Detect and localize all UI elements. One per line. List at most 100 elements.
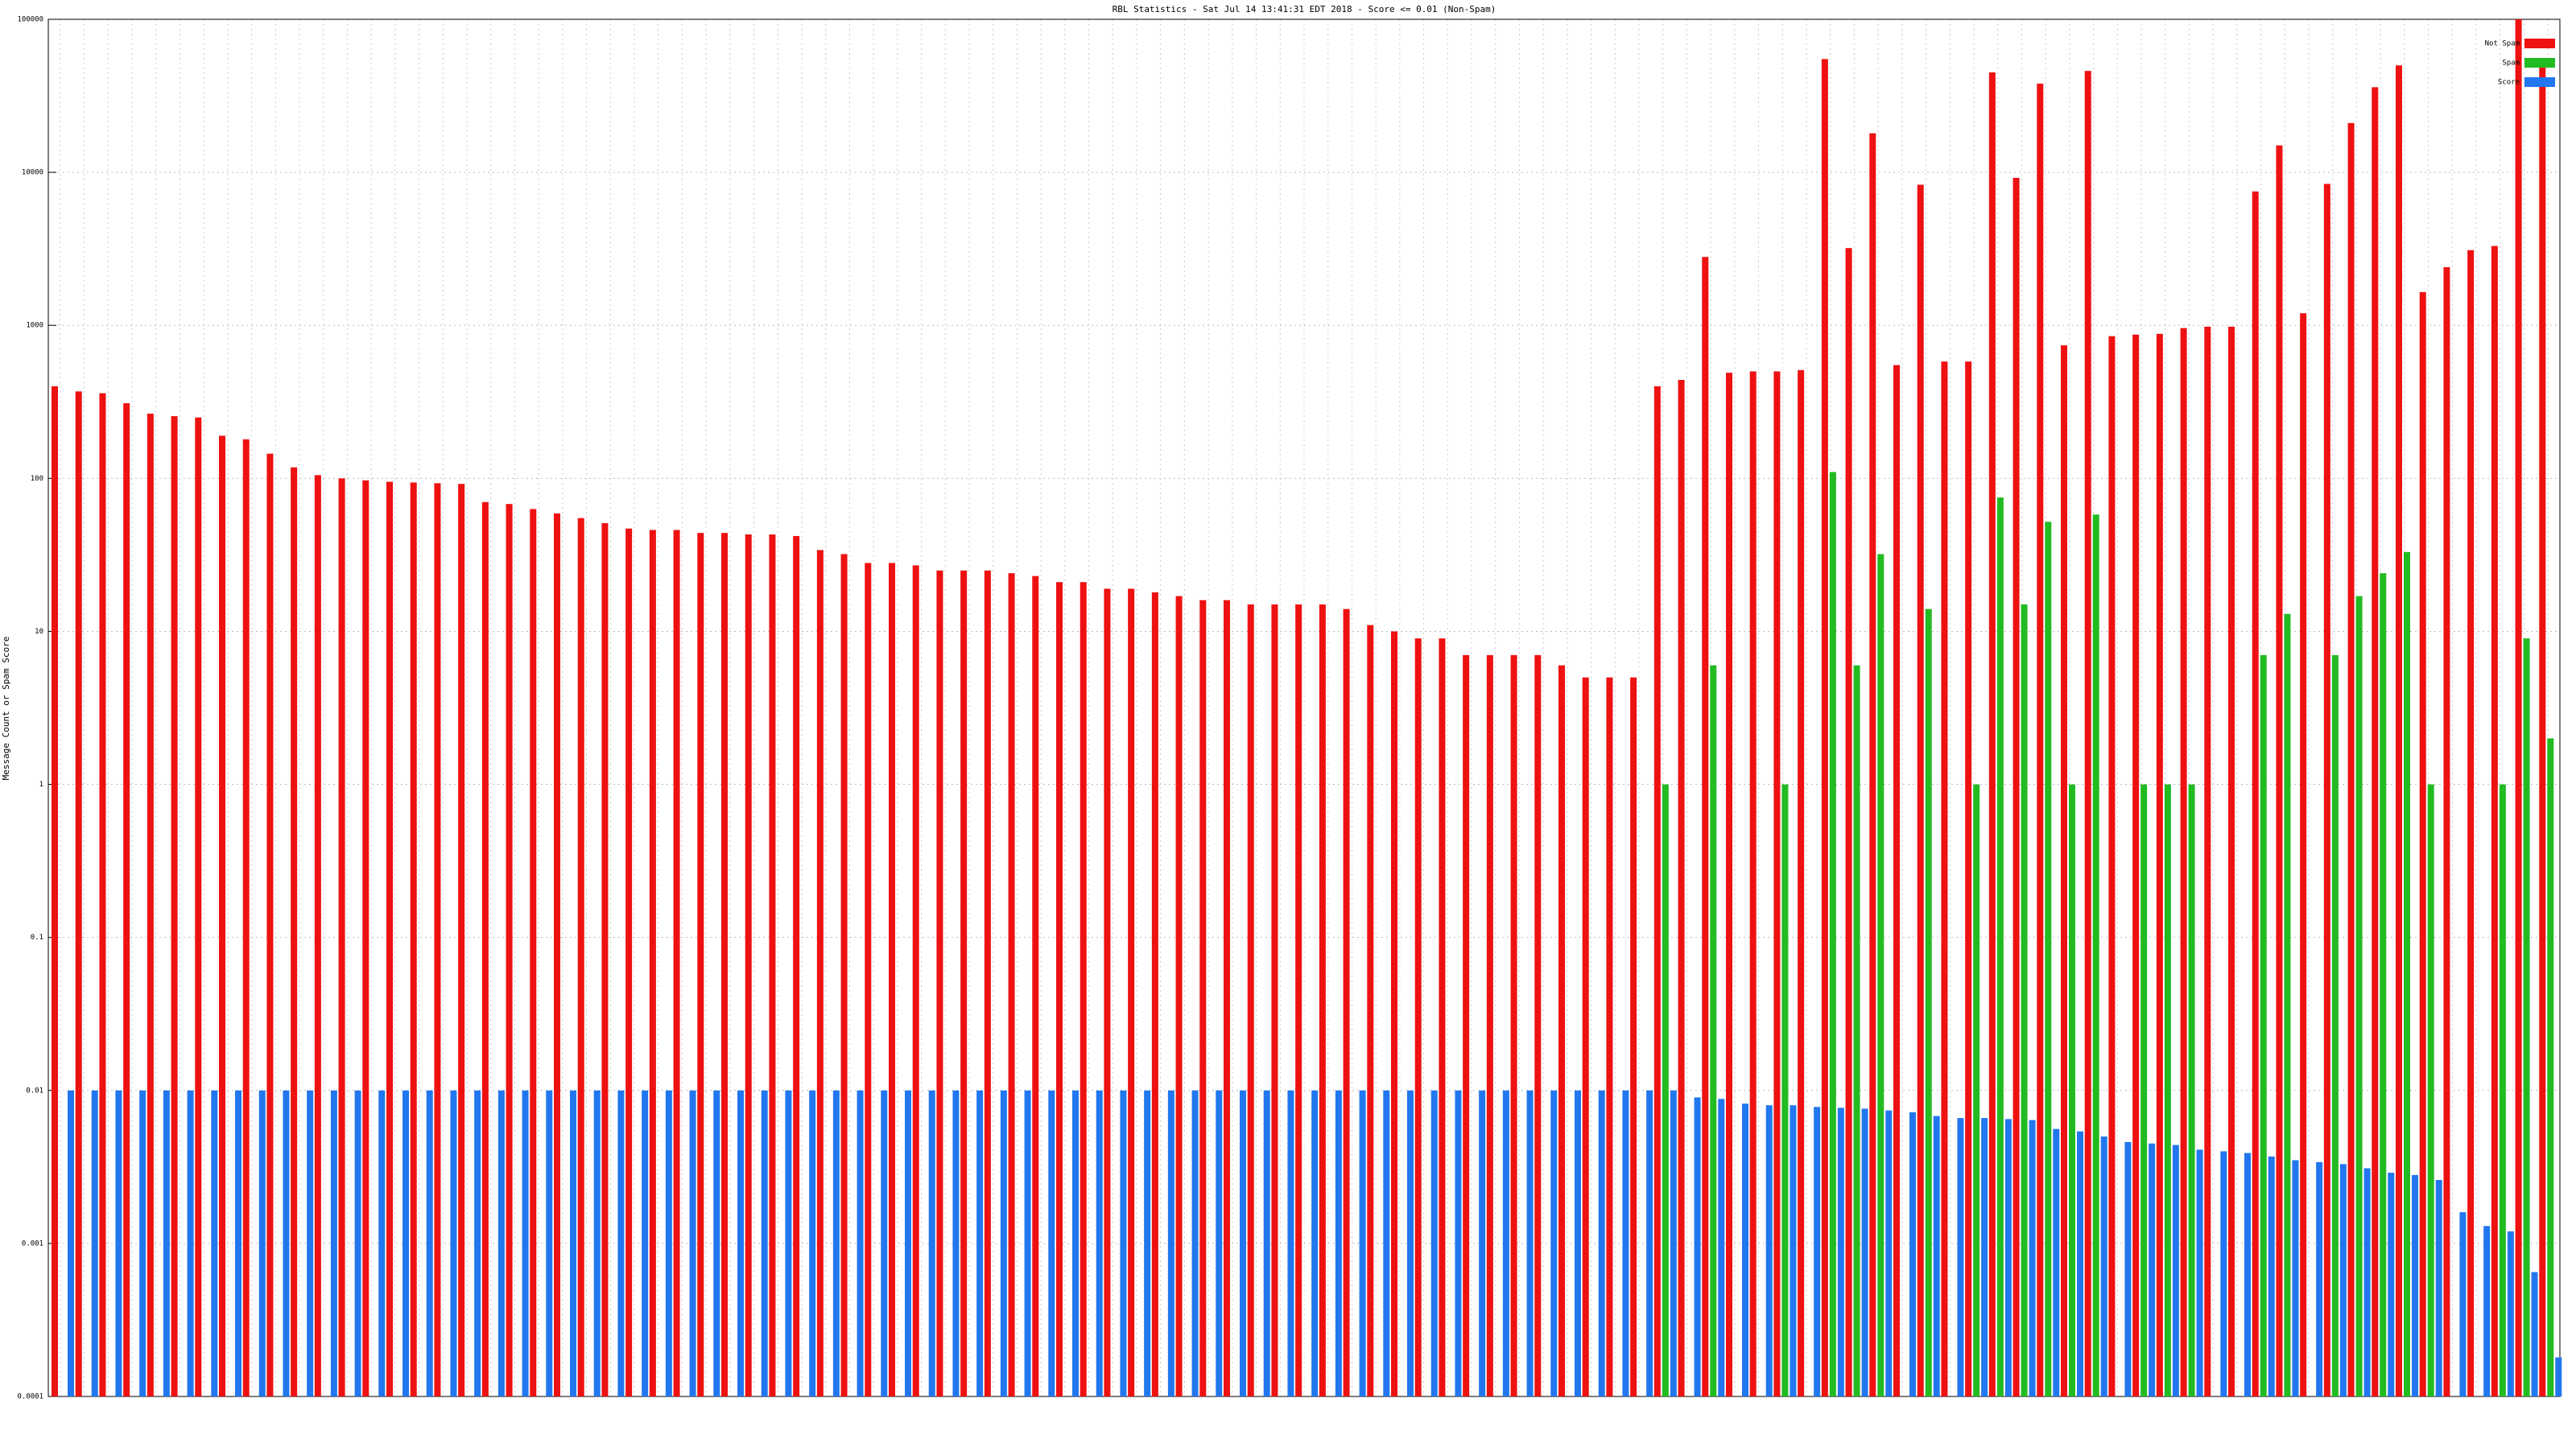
bar (2499, 784, 2506, 1396)
bar (2220, 1151, 2227, 1396)
bar (187, 1090, 194, 1396)
bar (554, 513, 560, 1396)
y-axis-label: Message Count or Spam Score (1, 637, 11, 781)
bar (1430, 1090, 1438, 1396)
bar (52, 386, 58, 1397)
bar (1247, 604, 1254, 1396)
bar (506, 504, 513, 1396)
bar (1128, 588, 1135, 1396)
bar (1224, 600, 1230, 1396)
legend-label: Not Spam (2485, 40, 2520, 48)
bar (1821, 59, 1828, 1396)
bar (936, 570, 943, 1396)
bar (785, 1090, 792, 1396)
y-tick-label: 100 (31, 475, 43, 483)
bar (219, 435, 225, 1397)
bar (497, 1090, 505, 1396)
legend-label: Score (2498, 79, 2520, 87)
bar (1486, 654, 1493, 1396)
bar (2037, 83, 2044, 1396)
bar (402, 1090, 409, 1396)
bar (2316, 1161, 2323, 1396)
bar (1749, 371, 1757, 1396)
bar (1917, 184, 1924, 1397)
bar (1622, 1090, 1629, 1396)
bar (2491, 245, 2498, 1396)
bar (1598, 1090, 1605, 1396)
bar (2483, 1226, 2491, 1396)
bar (689, 1090, 696, 1396)
bar (2363, 1168, 2371, 1396)
bar (2388, 1172, 2395, 1396)
bar (1630, 677, 1637, 1396)
bar (2045, 522, 2052, 1397)
bar (1167, 1090, 1174, 1396)
bar (1271, 604, 1278, 1396)
bar (2507, 1231, 2514, 1396)
bar (2124, 1141, 2132, 1396)
bar (649, 530, 656, 1397)
bar (840, 554, 848, 1396)
bar (291, 467, 298, 1397)
bar (123, 402, 130, 1396)
bar (570, 1090, 576, 1396)
bar (2372, 87, 2379, 1397)
bar (713, 1090, 720, 1396)
bar (2292, 1160, 2299, 1396)
y-tick-label: 0.01 (26, 1087, 43, 1095)
bar (865, 563, 872, 1396)
bar (330, 1090, 337, 1396)
bar (625, 528, 633, 1397)
bar (195, 417, 202, 1396)
bar (242, 439, 250, 1396)
bar (1383, 1090, 1390, 1396)
bar (258, 1090, 266, 1396)
bar (1702, 257, 1709, 1396)
y-tick-label: 10000 (22, 169, 43, 177)
bar (1790, 1105, 1797, 1396)
bar (2355, 596, 2363, 1396)
legend-swatch (2524, 77, 2555, 87)
bar (2539, 59, 2546, 1396)
bar (593, 1090, 601, 1396)
bar (697, 533, 704, 1396)
bar (1678, 380, 1685, 1396)
bar (2108, 336, 2116, 1396)
bar (2077, 1131, 2083, 1396)
y-tick-label: 0.0001 (17, 1393, 43, 1401)
bar (1096, 1090, 1103, 1396)
bar (1032, 575, 1039, 1396)
bar (2339, 1164, 2347, 1396)
bar (857, 1090, 864, 1396)
bar (163, 1090, 170, 1396)
y-tick-label: 1 (39, 781, 43, 789)
bar (68, 1090, 74, 1396)
bar (99, 393, 106, 1397)
bar (1359, 1090, 1366, 1396)
bar (816, 550, 824, 1396)
y-tick-label: 10 (35, 628, 43, 636)
bar (2204, 326, 2211, 1396)
bar (2013, 177, 2020, 1396)
bar (1653, 386, 1661, 1397)
bar (211, 1090, 218, 1396)
bar (1144, 1090, 1151, 1396)
bar (1662, 784, 1669, 1396)
bar (2021, 604, 2028, 1396)
bar (2331, 654, 2339, 1396)
bar (1606, 677, 1613, 1396)
bar (1845, 248, 1852, 1396)
bar (1191, 1090, 1199, 1396)
bar (2396, 65, 2402, 1397)
bar (2084, 71, 2091, 1396)
bar (450, 1090, 457, 1396)
bar (386, 481, 393, 1396)
bar (1885, 1110, 1893, 1396)
bar (426, 1090, 433, 1396)
bar (522, 1090, 529, 1396)
bar (2228, 326, 2235, 1396)
bar (1646, 1090, 1653, 1396)
bar (1710, 665, 1717, 1396)
bar (1263, 1090, 1270, 1396)
bar (2427, 784, 2434, 1396)
